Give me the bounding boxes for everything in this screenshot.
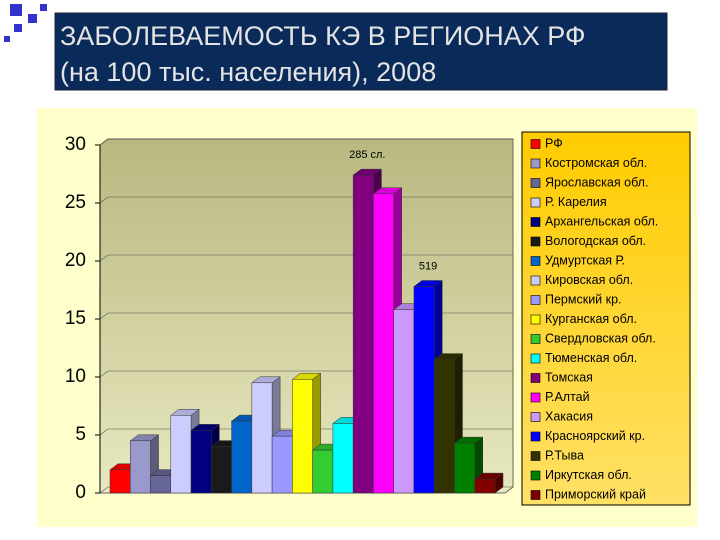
legend <box>521 131 691 506</box>
bar <box>271 435 293 494</box>
legend-swatch <box>530 392 541 403</box>
annotation: 519 <box>419 260 437 272</box>
bar <box>292 379 313 494</box>
legend-label: Тюменская обл. <box>545 351 637 365</box>
legend-swatch <box>530 412 541 422</box>
legend-swatch <box>530 197 541 208</box>
legend-swatch <box>530 178 541 188</box>
bar <box>352 174 374 494</box>
title: ЗАБОЛЕВАЕМОСТЬ КЭ В РЕГИОНАХ РФ <box>60 21 586 51</box>
bar <box>109 469 131 494</box>
legend-label: Иркутская обл. <box>545 468 632 482</box>
legend-swatch <box>530 431 541 442</box>
subtitle: (на 100 тыс. населения), 2008 <box>60 57 436 87</box>
y-tick-label: 15 <box>65 308 86 329</box>
legend-label: Удмуртская Р. <box>545 253 625 267</box>
legend-label: Томская <box>545 370 593 384</box>
bar <box>150 475 172 494</box>
legend-swatch <box>530 334 541 344</box>
bar <box>413 286 435 494</box>
legend-swatch <box>530 470 541 481</box>
legend-swatch <box>530 295 541 305</box>
legend-swatch <box>530 139 541 149</box>
y-tick-label: 5 <box>75 424 86 445</box>
bar <box>231 420 253 494</box>
bar <box>211 446 232 494</box>
legend-label: Ярославская обл. <box>545 175 648 189</box>
legend-swatch <box>530 353 541 364</box>
bar <box>393 309 415 494</box>
legend-label: Архангельская обл. <box>545 214 658 228</box>
y-tick-label: 30 <box>65 134 86 155</box>
legend-label: Хакасия <box>545 409 593 423</box>
legend-label: РФ <box>545 136 563 150</box>
y-tick-label: 20 <box>65 250 86 271</box>
legend-label: Пермский кр. <box>545 292 622 306</box>
bar <box>251 382 273 494</box>
bar <box>130 440 151 494</box>
legend-swatch <box>530 490 541 500</box>
legend-label: Красноярский кр. <box>545 429 645 443</box>
bar <box>190 430 212 494</box>
legend-label: Кировская обл. <box>545 273 633 287</box>
legend-swatch <box>530 373 541 383</box>
legend-label: Р.Тыва <box>545 448 584 462</box>
bar <box>373 193 394 494</box>
decor <box>4 4 47 42</box>
legend-swatch <box>530 236 541 247</box>
y-tick-label: 10 <box>65 366 86 387</box>
legend-label: Курганская обл. <box>545 312 637 326</box>
title-box <box>54 12 668 91</box>
legend-label: Вологодская обл. <box>545 234 646 248</box>
legend-label: Свердловская обл. <box>545 331 656 345</box>
bar <box>312 449 334 494</box>
legend-swatch <box>530 314 541 325</box>
grid-line <box>99 138 513 146</box>
bar <box>474 478 496 494</box>
bar <box>170 415 192 494</box>
legend-label: Костромская обл. <box>545 156 647 170</box>
y-tick-label: 0 <box>75 482 86 503</box>
bar <box>332 423 354 494</box>
legend-swatch <box>530 217 541 227</box>
legend-label: Р. Карелия <box>545 195 607 209</box>
legend-label: Р.Алтай <box>545 390 590 404</box>
legend-swatch <box>530 451 541 461</box>
annotation: 285 сл. <box>349 149 385 161</box>
legend-swatch <box>530 158 541 169</box>
legend-swatch <box>530 275 541 286</box>
legend-label: Приморский край <box>545 487 646 501</box>
bar <box>433 359 455 494</box>
bar <box>454 442 475 494</box>
y-tick-label: 25 <box>65 192 86 213</box>
legend-swatch <box>530 256 541 266</box>
